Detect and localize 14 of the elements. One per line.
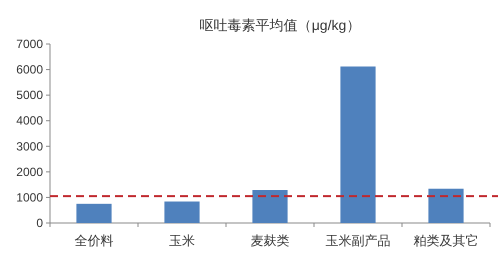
y-tick-label: 3000 bbox=[16, 139, 44, 154]
y-tick-label: 5000 bbox=[16, 88, 44, 102]
y-tick-label: 0 bbox=[36, 216, 44, 230]
x-tick-label: 玉米 bbox=[169, 233, 195, 248]
y-tick-label: 4000 bbox=[16, 114, 44, 128]
y-tick-label: 6000 bbox=[16, 62, 44, 77]
chart-title: 呕吐毒素平均值（μg/kg） bbox=[200, 17, 360, 33]
x-tick-label: 全价料 bbox=[74, 233, 114, 248]
x-tick-label: 粕类及其它 bbox=[414, 233, 478, 248]
y-tick-label: 7000 bbox=[16, 37, 44, 51]
x-tick-label: 玉米副产品 bbox=[326, 233, 390, 248]
y-tick-label: 2000 bbox=[16, 164, 44, 179]
y-tick-label: 1000 bbox=[16, 190, 44, 204]
x-tick-label: 麦麸类 bbox=[250, 233, 290, 248]
